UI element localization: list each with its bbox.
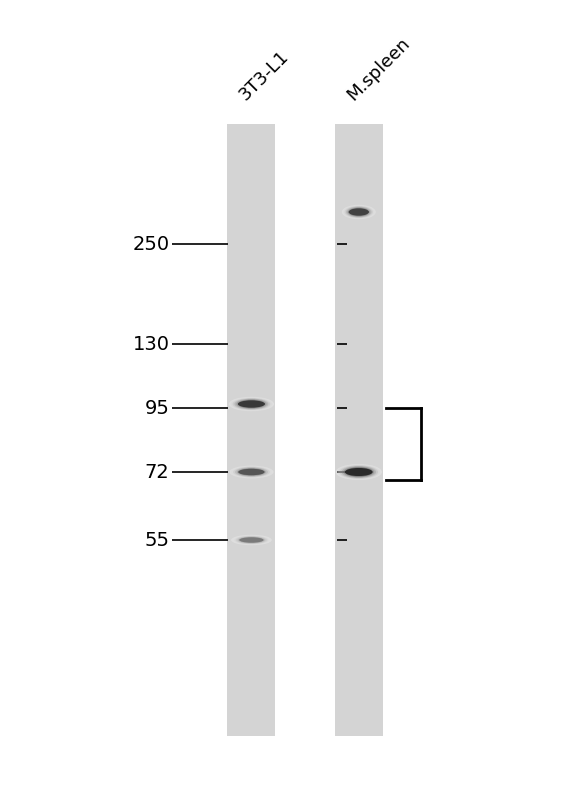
Ellipse shape bbox=[231, 398, 272, 410]
Ellipse shape bbox=[244, 402, 259, 406]
Ellipse shape bbox=[355, 470, 363, 474]
Ellipse shape bbox=[347, 207, 370, 217]
Ellipse shape bbox=[246, 538, 257, 542]
Ellipse shape bbox=[238, 468, 264, 476]
Ellipse shape bbox=[234, 398, 268, 410]
Ellipse shape bbox=[349, 469, 368, 475]
Ellipse shape bbox=[343, 206, 374, 218]
Text: M.spleen: M.spleen bbox=[343, 34, 413, 104]
Ellipse shape bbox=[244, 470, 259, 474]
FancyBboxPatch shape bbox=[334, 124, 383, 736]
Ellipse shape bbox=[234, 536, 268, 544]
Ellipse shape bbox=[240, 400, 263, 408]
Ellipse shape bbox=[240, 537, 263, 543]
Ellipse shape bbox=[229, 397, 274, 411]
Ellipse shape bbox=[233, 535, 270, 545]
Ellipse shape bbox=[246, 470, 257, 474]
Ellipse shape bbox=[241, 538, 262, 542]
Ellipse shape bbox=[238, 400, 264, 408]
Ellipse shape bbox=[344, 466, 374, 478]
Ellipse shape bbox=[357, 471, 360, 473]
Ellipse shape bbox=[247, 471, 255, 473]
Text: 3T3-L1: 3T3-L1 bbox=[236, 47, 293, 104]
Ellipse shape bbox=[236, 399, 267, 409]
Ellipse shape bbox=[236, 536, 267, 544]
Ellipse shape bbox=[243, 538, 260, 542]
Ellipse shape bbox=[345, 467, 372, 477]
Ellipse shape bbox=[237, 468, 266, 476]
Ellipse shape bbox=[349, 208, 369, 215]
Ellipse shape bbox=[345, 468, 373, 476]
Ellipse shape bbox=[241, 469, 262, 475]
Text: 130: 130 bbox=[133, 334, 170, 354]
Ellipse shape bbox=[231, 534, 272, 546]
Ellipse shape bbox=[353, 470, 364, 474]
Ellipse shape bbox=[250, 403, 253, 405]
Ellipse shape bbox=[248, 539, 255, 541]
Ellipse shape bbox=[351, 209, 366, 215]
Ellipse shape bbox=[337, 465, 380, 479]
Ellipse shape bbox=[233, 398, 270, 410]
Ellipse shape bbox=[347, 468, 371, 476]
Ellipse shape bbox=[238, 537, 265, 543]
Ellipse shape bbox=[250, 471, 253, 473]
Ellipse shape bbox=[353, 210, 364, 214]
Ellipse shape bbox=[340, 466, 378, 478]
Ellipse shape bbox=[246, 402, 257, 406]
Ellipse shape bbox=[342, 205, 376, 219]
Ellipse shape bbox=[229, 466, 273, 478]
Ellipse shape bbox=[341, 466, 376, 478]
FancyBboxPatch shape bbox=[227, 124, 276, 736]
Ellipse shape bbox=[238, 469, 264, 475]
Ellipse shape bbox=[250, 539, 253, 541]
Ellipse shape bbox=[336, 464, 382, 480]
Ellipse shape bbox=[349, 208, 368, 216]
Ellipse shape bbox=[238, 400, 265, 408]
Ellipse shape bbox=[235, 467, 268, 477]
Ellipse shape bbox=[351, 470, 367, 474]
Ellipse shape bbox=[239, 538, 264, 542]
Ellipse shape bbox=[233, 466, 270, 478]
Text: 72: 72 bbox=[145, 462, 170, 482]
Text: 250: 250 bbox=[132, 234, 170, 254]
Ellipse shape bbox=[346, 206, 371, 218]
Ellipse shape bbox=[231, 466, 272, 478]
Ellipse shape bbox=[345, 206, 373, 218]
Ellipse shape bbox=[357, 211, 360, 213]
Ellipse shape bbox=[245, 538, 258, 542]
Text: 55: 55 bbox=[145, 530, 170, 550]
Ellipse shape bbox=[356, 210, 362, 214]
Text: 95: 95 bbox=[145, 398, 170, 418]
Ellipse shape bbox=[247, 403, 255, 405]
Ellipse shape bbox=[355, 210, 363, 214]
Ellipse shape bbox=[242, 470, 260, 474]
Ellipse shape bbox=[350, 208, 367, 215]
Ellipse shape bbox=[242, 401, 261, 407]
